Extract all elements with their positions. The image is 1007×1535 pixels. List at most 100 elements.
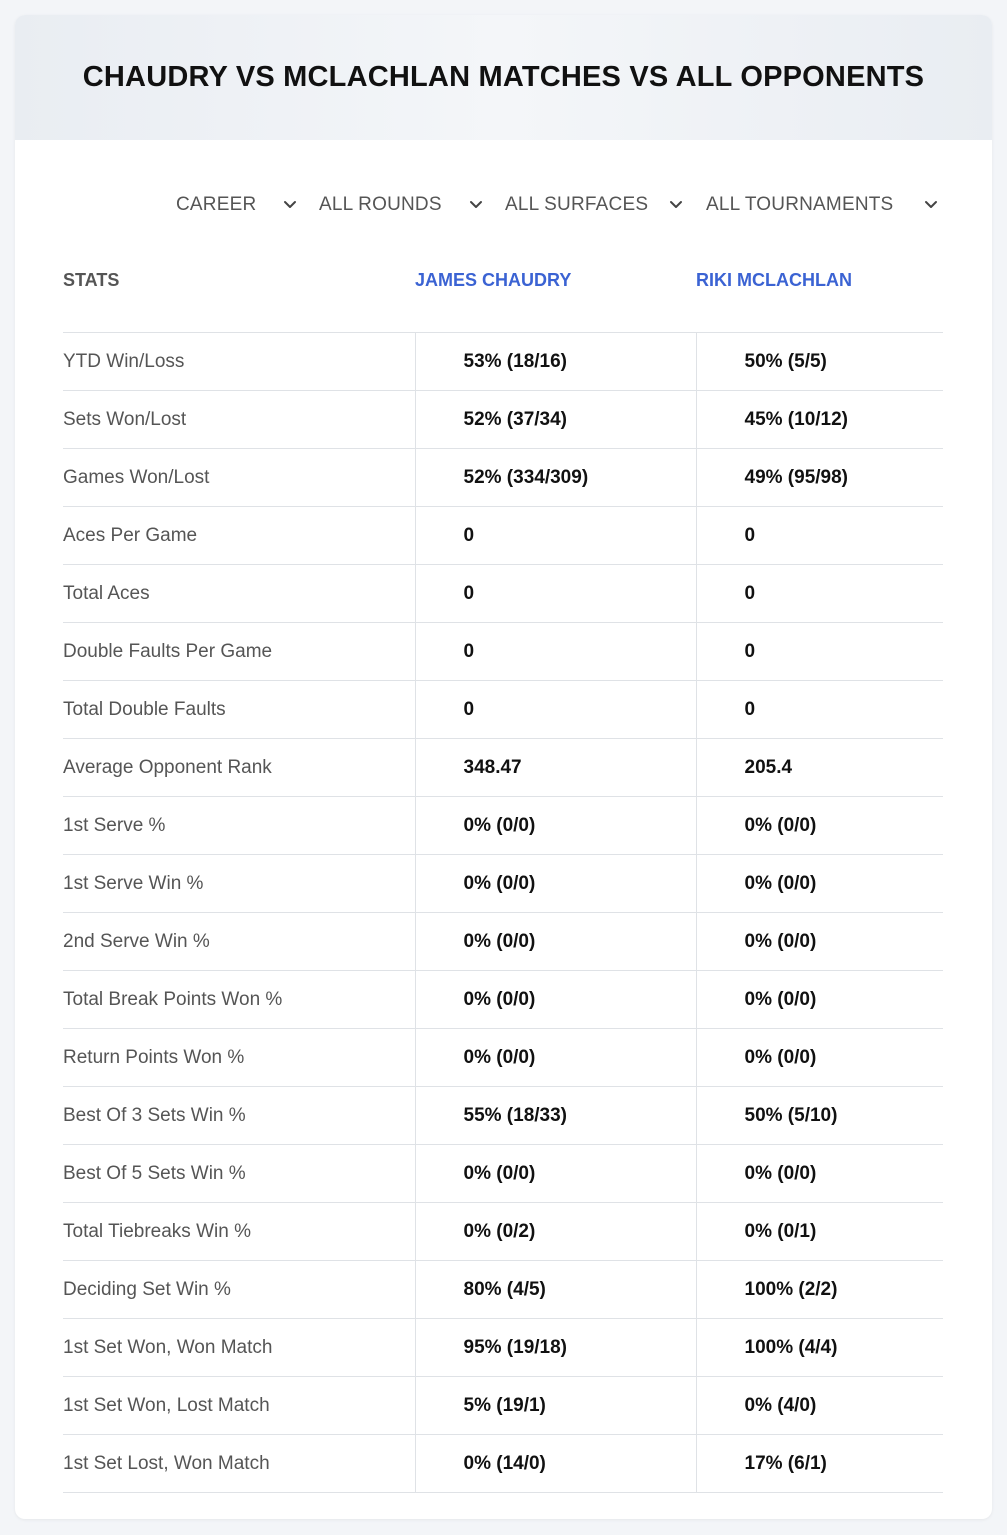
chevron-down-icon[interactable] [668, 196, 684, 212]
table-row: Return Points Won % 0% (0/0) 0% (0/0) [63, 1028, 943, 1087]
player1-value: 0% (0/0) [414, 854, 696, 913]
table-row: Total Aces 0 0 [63, 564, 943, 623]
player2-value: 17% (6/1) [695, 1434, 943, 1493]
stat-label: Sets Won/Lost [63, 390, 415, 449]
filter-bar: CAREER ALL ROUNDS ALL SURFACES ALL TOURN… [15, 187, 992, 223]
filter-period-label: CAREER [176, 194, 257, 215]
stat-label: Best Of 5 Sets Win % [63, 1144, 415, 1203]
table-row: Total Double Faults 0 0 [63, 680, 943, 739]
stat-label: Best Of 3 Sets Win % [63, 1086, 415, 1145]
player1-value: 95% (19/18) [414, 1318, 696, 1377]
stat-label: Total Break Points Won % [63, 970, 415, 1029]
table-row: Best Of 3 Sets Win % 55% (18/33) 50% (5/10… [63, 1086, 943, 1145]
player1-value: 0 [414, 680, 696, 739]
table-row: Average Opponent Rank 348.47 205.4 [63, 738, 943, 797]
player2-value: 50% (5/5) [695, 332, 943, 391]
player1-value: 0% (0/0) [414, 912, 696, 971]
stats-card: CHAUDRY VS MCLACHLAN MATCHES VS ALL OPPO… [15, 15, 992, 1519]
player2-value: 45% (10/12) [695, 390, 943, 449]
stat-label: 1st Set Lost, Won Match [63, 1434, 415, 1493]
player1-value: 0% (0/2) [414, 1202, 696, 1261]
table-row: 1st Set Lost, Won Match 0% (14/0) 17% (6/1… [63, 1434, 943, 1493]
stat-label: Total Aces [63, 564, 415, 623]
filter-rounds-label: ALL ROUNDS [319, 194, 442, 215]
stat-label: Total Double Faults [63, 680, 415, 739]
player1-value: 80% (4/5) [414, 1260, 696, 1319]
player2-value: 100% (2/2) [695, 1260, 943, 1319]
player1-value: 0 [414, 506, 696, 565]
table-row: 1st Set Won, Lost Match 5% (19/1) 0% (4/0) [63, 1376, 943, 1435]
player2-column-header[interactable]: RIKI MCLACHLAN [696, 250, 943, 333]
stat-label: 1st Set Won, Won Match [63, 1318, 415, 1377]
card-header: CHAUDRY VS MCLACHLAN MATCHES VS ALL OPPO… [15, 15, 992, 140]
player1-value: 0% (0/0) [414, 796, 696, 855]
stats-table: STATS JAMES CHAUDRY RIKI MCLACHLAN YTD W… [63, 250, 943, 1493]
player2-value: 49% (95/98) [695, 448, 943, 507]
player1-value: 0 [414, 564, 696, 623]
player1-value: 0% (0/0) [414, 1028, 696, 1087]
player1-column-header[interactable]: JAMES CHAUDRY [415, 250, 696, 333]
table-row: Sets Won/Lost 52% (37/34) 45% (10/12) [63, 390, 943, 449]
table-row: 2nd Serve Win % 0% (0/0) 0% (0/0) [63, 912, 943, 971]
player2-value: 0% (0/0) [695, 1028, 943, 1087]
stat-label: Return Points Won % [63, 1028, 415, 1087]
table-row: Double Faults Per Game 0 0 [63, 622, 943, 681]
player2-value: 205.4 [695, 738, 943, 797]
stat-label: Total Tiebreaks Win % [63, 1202, 415, 1261]
table-row: Total Break Points Won % 0% (0/0) 0% (0/0) [63, 970, 943, 1029]
table-row: Best Of 5 Sets Win % 0% (0/0) 0% (0/0) [63, 1144, 943, 1203]
player1-value: 55% (18/33) [414, 1086, 696, 1145]
stat-label: 1st Set Won, Lost Match [63, 1376, 415, 1435]
player1-value: 52% (334/309) [414, 448, 696, 507]
table-row: 1st Serve % 0% (0/0) 0% (0/0) [63, 796, 943, 855]
stat-label: Double Faults Per Game [63, 622, 415, 681]
filter-surfaces-select[interactable]: ALL SURFACES [505, 187, 648, 223]
filter-rounds-select[interactable]: ALL ROUNDS [319, 187, 442, 223]
player2-value: 0 [695, 506, 943, 565]
filter-tournaments-label: ALL TOURNAMENTS [706, 194, 894, 215]
player1-value: 0% (14/0) [414, 1434, 696, 1493]
player1-value: 5% (19/1) [414, 1376, 696, 1435]
filter-surfaces-label: ALL SURFACES [505, 194, 649, 215]
filter-period-select[interactable]: CAREER [176, 187, 256, 223]
page-title: CHAUDRY VS MCLACHLAN MATCHES VS ALL OPPO… [82, 61, 925, 93]
stat-label: Average Opponent Rank [63, 738, 415, 797]
player2-value: 0% (0/0) [695, 796, 943, 855]
player2-value: 0% (4/0) [695, 1376, 943, 1435]
table-row: Games Won/Lost 52% (334/309) 49% (95/98) [63, 448, 943, 507]
table-row: YTD Win/Loss 53% (18/16) 50% (5/5) [63, 332, 943, 391]
table-header-row: STATS JAMES CHAUDRY RIKI MCLACHLAN [63, 250, 943, 333]
player2-value: 100% (4/4) [695, 1318, 943, 1377]
stat-label: Aces Per Game [63, 506, 415, 565]
player2-value: 0% (0/0) [695, 1144, 943, 1203]
player1-value: 52% (37/34) [414, 390, 696, 449]
table-row: 1st Serve Win % 0% (0/0) 0% (0/0) [63, 854, 943, 913]
player1-value: 0 [414, 622, 696, 681]
player2-value: 0 [695, 680, 943, 739]
player1-value: 348.47 [414, 738, 696, 797]
chevron-down-icon[interactable] [282, 196, 298, 212]
stat-label: 1st Serve % [63, 796, 415, 855]
chevron-down-icon[interactable] [923, 196, 939, 212]
player2-value: 50% (5/10) [695, 1086, 943, 1145]
table-row: Total Tiebreaks Win % 0% (0/2) 0% (0/1) [63, 1202, 943, 1261]
player1-value: 53% (18/16) [414, 332, 696, 391]
player2-value: 0 [695, 564, 943, 623]
table-row: 1st Set Won, Won Match 95% (19/18) 100% (4… [63, 1318, 943, 1377]
stats-table-body: YTD Win/Loss 53% (18/16) 50% (5/5) Sets Won… [63, 332, 943, 1493]
stat-label: Deciding Set Win % [63, 1260, 415, 1319]
stats-column-header: STATS [63, 250, 415, 333]
player2-value: 0% (0/0) [695, 970, 943, 1029]
filter-tournaments-select[interactable]: ALL TOURNAMENTS [706, 187, 893, 223]
player1-value: 0% (0/0) [414, 970, 696, 1029]
player2-value: 0% (0/0) [695, 912, 943, 971]
player2-value: 0 [695, 622, 943, 681]
chevron-down-icon[interactable] [468, 196, 484, 212]
table-row: Deciding Set Win % 80% (4/5) 100% (2/2) [63, 1260, 943, 1319]
stat-label: 2nd Serve Win % [63, 912, 415, 971]
stat-label: Games Won/Lost [63, 448, 415, 507]
player2-value: 0% (0/0) [695, 854, 943, 913]
player2-value: 0% (0/1) [695, 1202, 943, 1261]
table-row: Aces Per Game 0 0 [63, 506, 943, 565]
stat-label: YTD Win/Loss [63, 332, 415, 391]
